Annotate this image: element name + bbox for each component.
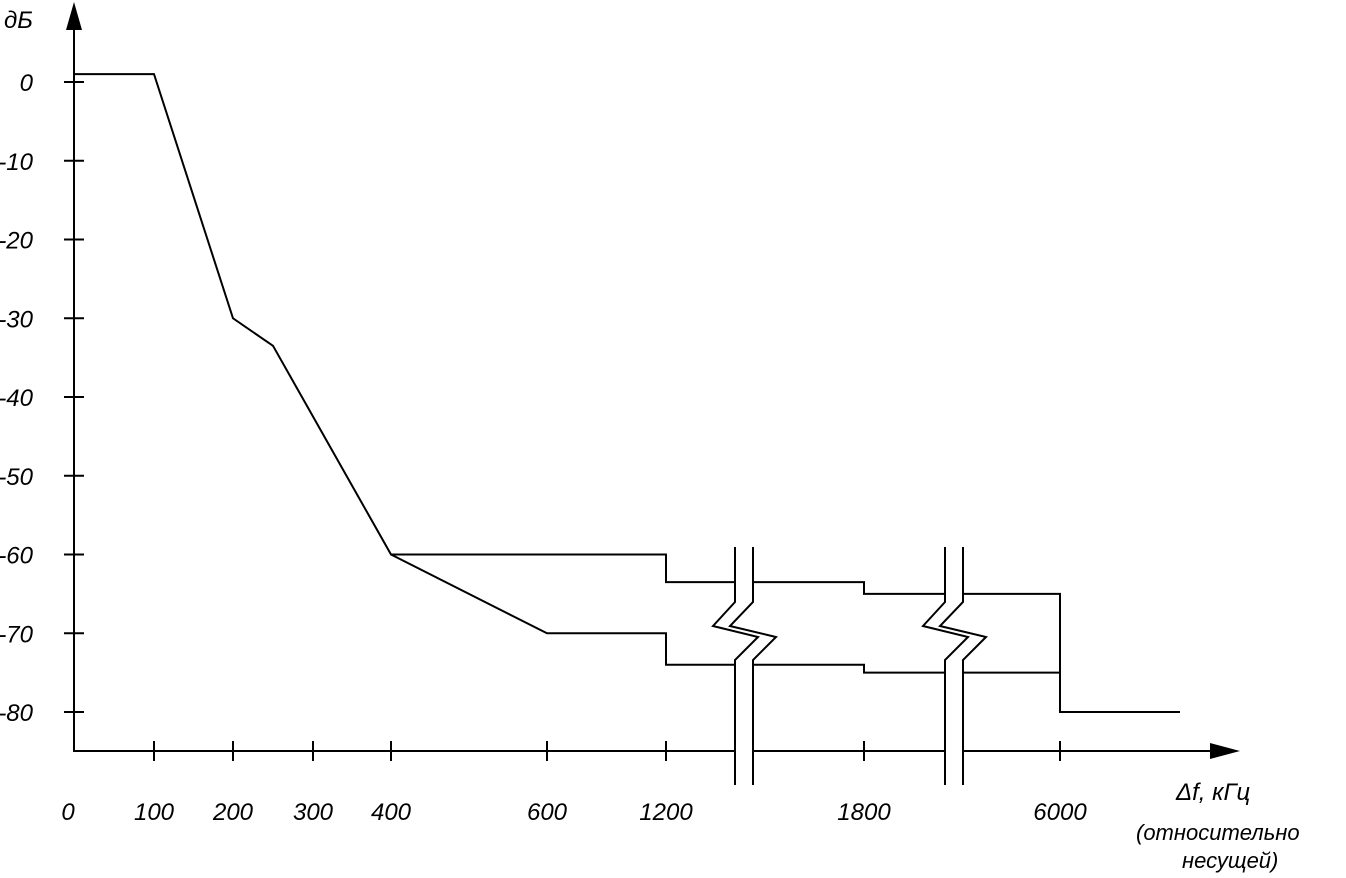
y-tick-label: -10 (0, 149, 34, 176)
break-mask (735, 547, 753, 785)
y-tick-label: 0 (20, 70, 34, 97)
break-line-left (921, 547, 970, 785)
x-ticks: 0 100 200 300 400 600 1200 1800 6000 (61, 741, 1087, 826)
y-tick-label: -70 (0, 621, 34, 648)
series-line-1 (74, 73, 1180, 713)
x-axis-note-line1: (относительно (1136, 820, 1300, 845)
x-tick-label: 1200 (639, 799, 693, 826)
x-tick-label: 0 (61, 799, 75, 826)
break-line-right (728, 547, 778, 785)
x-tick-label: 100 (134, 799, 175, 826)
x-tick-label: 6000 (1033, 799, 1087, 826)
break-line-left (711, 547, 760, 785)
x-tick-label: 400 (371, 799, 412, 826)
series (74, 73, 1180, 713)
x-axis-note-line2: несущей) (1182, 848, 1278, 873)
axes (66, 2, 1240, 759)
axis-break-marker (711, 547, 778, 785)
y-tick-label: -40 (0, 385, 34, 412)
x-tick-label: 1800 (837, 799, 891, 826)
y-tick-label: -30 (0, 306, 34, 333)
x-tick-label: 300 (293, 799, 334, 826)
x-tick-label: 600 (527, 799, 568, 826)
y-axis-arrow (66, 2, 82, 30)
y-tick-label: -20 (0, 228, 34, 255)
axis-break-marker (921, 547, 988, 785)
x-axis-arrow (1210, 743, 1240, 759)
break-mask (945, 547, 963, 785)
y-tick-label: -80 (0, 700, 34, 727)
break-line-right (938, 547, 988, 785)
x-tick-label: 200 (212, 799, 254, 826)
x-axis-title: Δf, кГц (1175, 779, 1250, 806)
y-ticks: 0 -10 -20 -30 -40 -50 -60 -70 -80 (0, 70, 84, 727)
y-tick-label: -60 (0, 543, 34, 570)
series-line-2 (390, 553, 1060, 674)
axis-breaks (711, 547, 988, 785)
y-tick-label: -50 (0, 464, 34, 491)
y-axis-title: дБ (4, 7, 33, 34)
